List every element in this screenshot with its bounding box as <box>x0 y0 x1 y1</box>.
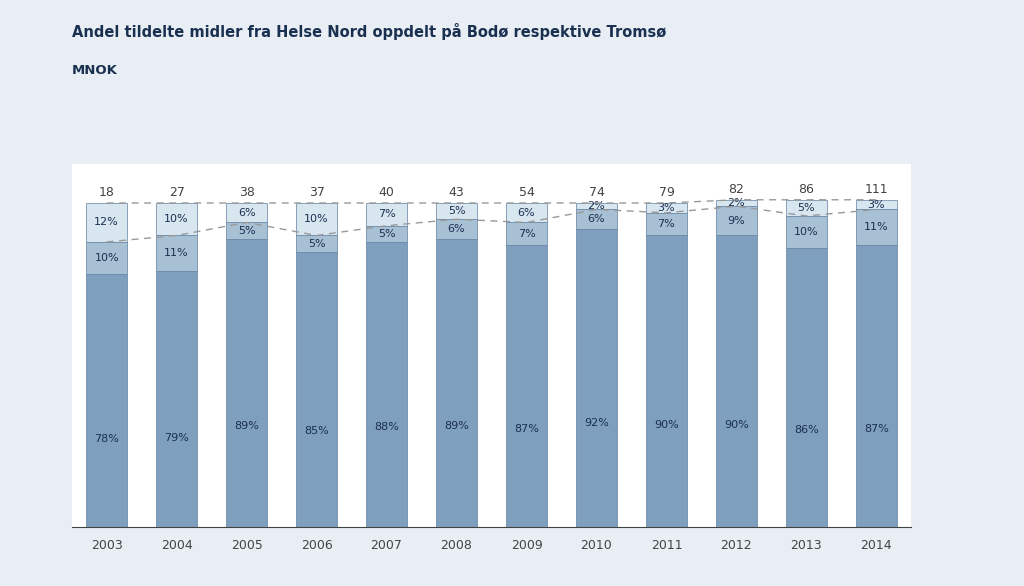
Bar <box>646 203 687 213</box>
Text: 89%: 89% <box>234 421 259 431</box>
Bar <box>646 213 687 236</box>
Text: 10%: 10% <box>94 253 119 263</box>
Text: 92%: 92% <box>584 418 609 428</box>
Text: 7%: 7% <box>378 209 395 219</box>
Bar <box>436 219 477 239</box>
Bar <box>226 239 267 527</box>
Text: 11%: 11% <box>164 248 189 258</box>
Text: 79%: 79% <box>164 432 189 442</box>
Bar <box>506 203 547 223</box>
Text: 11%: 11% <box>864 222 889 232</box>
Bar <box>716 200 757 206</box>
Bar <box>786 200 826 216</box>
Bar <box>577 210 616 229</box>
Text: 86%: 86% <box>794 425 819 435</box>
Text: 90%: 90% <box>724 420 749 430</box>
Bar <box>786 216 826 248</box>
Text: 86: 86 <box>799 183 814 196</box>
Text: 5%: 5% <box>238 226 255 236</box>
Text: 87%: 87% <box>864 424 889 434</box>
Text: 7%: 7% <box>657 219 676 229</box>
Text: 6%: 6% <box>238 208 255 218</box>
Bar <box>226 223 267 239</box>
Bar <box>856 210 897 245</box>
Text: 85%: 85% <box>304 426 329 436</box>
Bar <box>436 239 477 527</box>
Bar <box>296 236 337 251</box>
Text: 6%: 6% <box>447 224 465 234</box>
Bar <box>716 236 757 527</box>
Text: 111: 111 <box>864 183 888 196</box>
Text: MNOK: MNOK <box>72 64 118 77</box>
Text: 79: 79 <box>658 186 675 199</box>
Bar <box>716 206 757 236</box>
Text: 38: 38 <box>239 186 255 199</box>
Bar <box>157 203 197 236</box>
Text: 90%: 90% <box>654 420 679 430</box>
Text: 5%: 5% <box>308 239 326 248</box>
Text: 2%: 2% <box>727 198 745 208</box>
Bar <box>296 251 337 527</box>
Text: 18: 18 <box>98 186 115 199</box>
Text: 10%: 10% <box>304 214 329 224</box>
Text: 40: 40 <box>379 186 394 199</box>
Bar <box>577 203 616 210</box>
Text: 78%: 78% <box>94 434 119 444</box>
Bar <box>577 229 616 527</box>
Text: 5%: 5% <box>378 229 395 239</box>
Text: 5%: 5% <box>798 203 815 213</box>
Text: 6%: 6% <box>588 214 605 224</box>
Bar <box>367 203 407 226</box>
Bar <box>86 242 127 274</box>
Bar <box>86 274 127 527</box>
Text: 89%: 89% <box>444 421 469 431</box>
Bar <box>367 226 407 242</box>
Bar <box>786 248 826 527</box>
Text: 43: 43 <box>449 186 465 199</box>
Text: Andel tildelte midler fra Helse Nord oppdelt på Bodø respektive Tromsø: Andel tildelte midler fra Helse Nord opp… <box>72 23 666 40</box>
Text: 9%: 9% <box>727 216 745 226</box>
Text: 10%: 10% <box>164 214 189 224</box>
Text: 27: 27 <box>169 186 184 199</box>
Text: 3%: 3% <box>657 203 675 213</box>
Bar <box>506 245 547 527</box>
Bar <box>86 203 127 242</box>
Text: 12%: 12% <box>94 217 119 227</box>
Text: 87%: 87% <box>514 424 539 434</box>
Bar <box>856 200 897 210</box>
Bar <box>856 245 897 527</box>
Bar <box>436 203 477 219</box>
Bar <box>506 223 547 245</box>
Text: 10%: 10% <box>794 227 819 237</box>
Bar <box>646 236 687 527</box>
Bar <box>157 236 197 271</box>
Text: 7%: 7% <box>517 229 536 239</box>
Text: 6%: 6% <box>518 208 536 218</box>
Bar <box>226 203 267 223</box>
Text: 54: 54 <box>518 186 535 199</box>
Bar <box>296 203 337 236</box>
Text: 37: 37 <box>308 186 325 199</box>
Text: 5%: 5% <box>447 206 465 216</box>
Text: 2%: 2% <box>588 201 605 211</box>
Text: 88%: 88% <box>374 423 399 432</box>
Text: 3%: 3% <box>867 200 885 210</box>
Text: 82: 82 <box>728 183 744 196</box>
Bar <box>367 242 407 527</box>
Text: 74: 74 <box>589 186 604 199</box>
Bar <box>157 271 197 527</box>
